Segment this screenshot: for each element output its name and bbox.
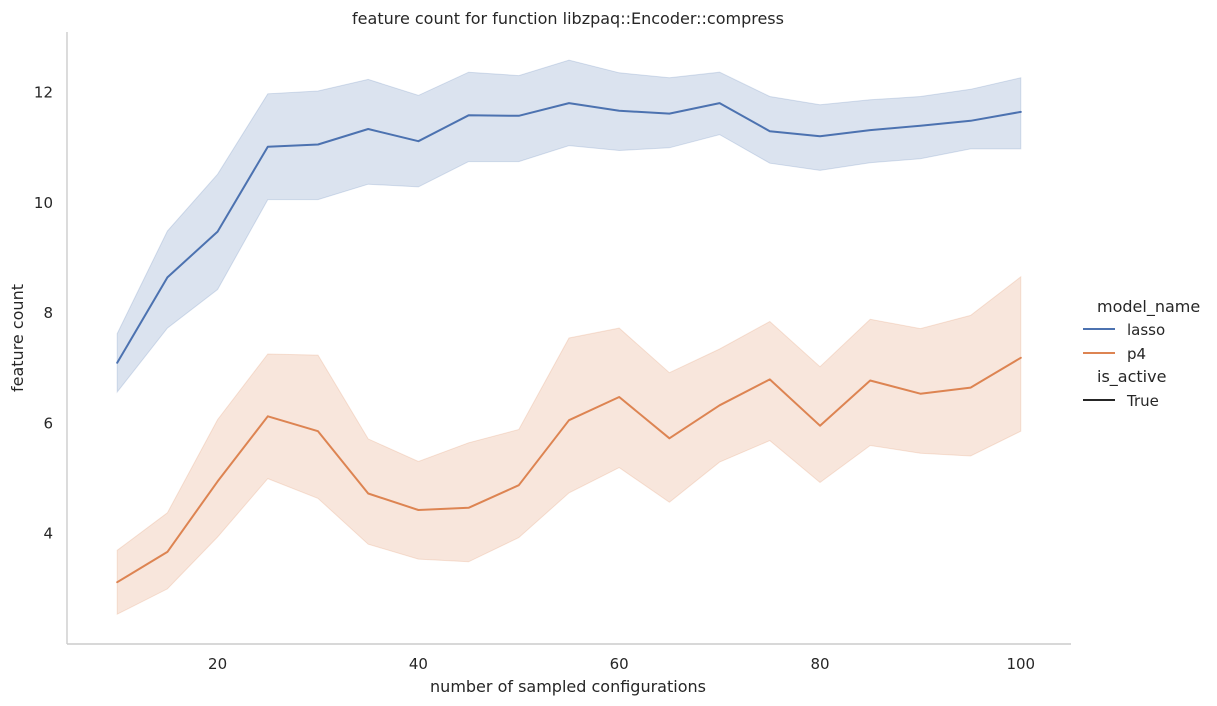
p4-confidence-band — [116, 275, 1022, 616]
legend: model_name lasso p4 is_active True — [1083, 297, 1200, 410]
x-tick-labels: 20 40 60 80 100 — [208, 655, 1035, 673]
legend-style-title: is_active — [1097, 367, 1166, 387]
x-tick-label: 60 — [610, 655, 629, 673]
y-tick-labels: 4 6 8 10 12 — [34, 84, 53, 543]
y-tick-label: 10 — [34, 194, 53, 212]
p4-series-line — [116, 356, 1022, 584]
legend-hue-title: model_name — [1097, 297, 1200, 317]
legend-label-lasso: lasso — [1127, 321, 1165, 339]
plot-area — [116, 59, 1022, 616]
x-tick-label: 100 — [1006, 655, 1035, 673]
lasso-confidence-band — [116, 59, 1022, 394]
y-tick-label: 12 — [34, 84, 53, 102]
x-axis-label: number of sampled configurations — [430, 677, 706, 696]
x-tick-label: 80 — [810, 655, 829, 673]
y-tick-label: 6 — [43, 414, 53, 432]
x-tick-label: 40 — [409, 655, 428, 673]
x-tick-label: 20 — [208, 655, 227, 673]
y-tick-label: 4 — [43, 525, 53, 543]
y-tick-label: 8 — [43, 304, 53, 322]
y-axis-label: feature count — [8, 284, 27, 392]
legend-style-label: True — [1126, 392, 1159, 410]
chart-title: feature count for function libzpaq::Enco… — [352, 9, 784, 28]
lasso-series-line — [116, 102, 1022, 364]
legend-label-p4: p4 — [1127, 345, 1146, 363]
